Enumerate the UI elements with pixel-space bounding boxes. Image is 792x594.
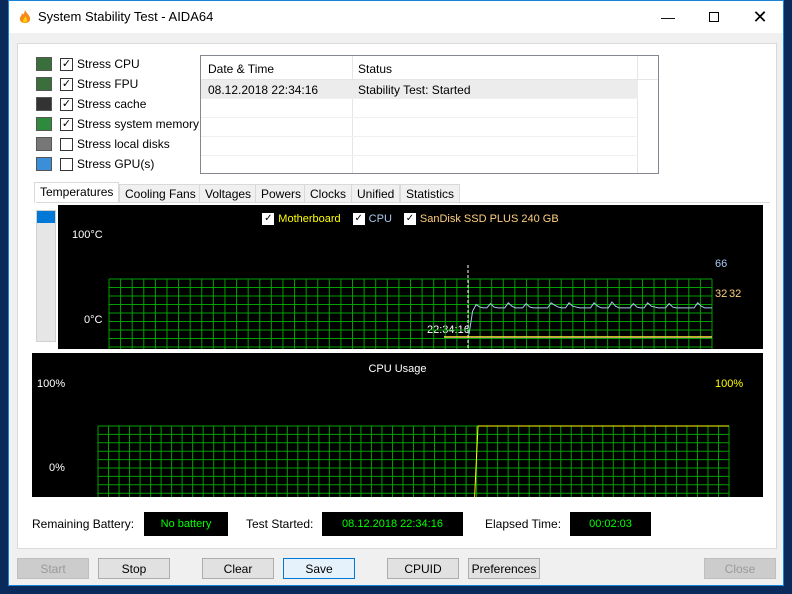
stress-option[interactable]: Stress local disks — [36, 134, 170, 154]
battery-value: No battery — [144, 512, 228, 536]
maximize-icon — [709, 12, 719, 22]
stress-checkbox[interactable] — [60, 137, 73, 151]
log-datetime: 08.12.2018 22:34:16 — [208, 83, 319, 97]
temperature-scrollbar[interactable] — [36, 210, 56, 342]
maximize-button[interactable] — [691, 1, 737, 33]
legend-label: SanDisk SSD PLUS 240 GB — [419, 213, 559, 225]
window-title: System Stability Test - AIDA64 — [38, 9, 214, 24]
test-started-value: 08.12.2018 22:34:16 — [322, 512, 463, 536]
scrollbar-thumb[interactable] — [37, 211, 55, 223]
title-bar[interactable]: System Stability Test - AIDA64 — ✕ — [9, 1, 783, 33]
cpu-series-line — [468, 301, 712, 335]
legend-checkbox[interactable]: ✓ — [403, 213, 416, 225]
y-top-label: 100% — [37, 378, 66, 390]
stress-checkbox[interactable]: ✓ — [60, 97, 73, 111]
temperature-chart: ✓ Motherboard ✓ CPU ✓ SanDisk SSD PLUS 240 GB… — [58, 205, 763, 349]
cpu-current-value: 66 — [715, 258, 728, 270]
stress-option[interactable]: ✓ Stress CPU — [36, 54, 140, 74]
tab-powers[interactable]: Powers — [255, 184, 308, 203]
log-header: Date & Time Status — [201, 56, 658, 80]
save-button[interactable]: Save — [283, 558, 355, 579]
motherboard-current-value: 32 — [715, 288, 728, 300]
gpu-icon — [36, 157, 52, 171]
tab-unified[interactable]: Unified — [351, 184, 401, 203]
close-window-button[interactable]: ✕ — [737, 1, 783, 33]
stress-option[interactable]: ✓ Stress cache — [36, 94, 146, 114]
flame-icon — [19, 10, 31, 23]
disk-icon — [36, 137, 52, 151]
battery-label: Remaining Battery: — [32, 517, 135, 531]
log-row[interactable]: 08.12.2018 22:34:16 Stability Test: Star… — [201, 80, 638, 99]
tab-temperatures[interactable]: Temperatures — [34, 182, 120, 203]
cpu-usage-series-line — [474, 425, 729, 497]
close-icon: ✕ — [752, 6, 768, 27]
stress-label: Stress FPU — [77, 77, 139, 91]
cpuid-button[interactable]: CPUID — [387, 558, 459, 579]
test-started-label: Test Started: — [246, 517, 314, 531]
minimize-button[interactable]: — — [645, 1, 691, 33]
stress-label: Stress CPU — [77, 57, 140, 71]
main-panel: ✓ Stress CPU ✓ Stress FPU ✓ Stress cache ✓ Stre… — [17, 43, 777, 549]
stress-label: Stress GPU(s) — [77, 157, 155, 171]
stability-test-window: System Stability Test - AIDA64 — ✕ ✓ Stre… — [8, 0, 784, 586]
fpu-icon — [36, 77, 52, 91]
stress-option[interactable]: Stress GPU(s) — [36, 154, 154, 174]
column-header-status[interactable]: Status — [358, 62, 393, 76]
cpu-usage-chart: CPU Usage 100% 0% 100% — [32, 353, 763, 497]
cpu-usage-title: CPU Usage — [368, 363, 427, 375]
elapsed-time-label: Elapsed Time: — [485, 517, 562, 531]
column-header-datetime[interactable]: Date & Time — [208, 62, 275, 76]
tab-clocks[interactable]: Clocks — [304, 184, 353, 203]
tab-statistics[interactable]: Statistics — [400, 184, 461, 203]
log-status: Stability Test: Started — [358, 83, 471, 97]
memory-icon — [36, 117, 52, 131]
preferences-button[interactable]: Preferences — [468, 558, 540, 579]
legend-label: CPU — [368, 213, 392, 225]
legend-item[interactable]: ✓ SanDisk SSD PLUS 240 GB — [403, 213, 559, 225]
legend-item[interactable]: ✓ Motherboard — [262, 213, 341, 225]
cpu-icon — [36, 57, 52, 71]
start-button[interactable]: Start — [17, 558, 89, 579]
log-table: Date & Time Status 08.12.2018 22:34:16 S… — [200, 55, 659, 174]
stress-label: Stress local disks — [77, 137, 170, 151]
stress-checkbox[interactable]: ✓ — [60, 117, 73, 131]
cpu-usage-plot — [97, 425, 730, 497]
legend-label: Motherboard — [278, 213, 341, 225]
tab-voltages[interactable]: Voltages — [199, 184, 258, 203]
stress-option[interactable]: ✓ Stress system memory — [36, 114, 199, 134]
y-bottom-label: 0°C — [84, 314, 103, 326]
stress-checkbox[interactable]: ✓ — [60, 77, 73, 91]
temperature-plot — [108, 265, 713, 349]
legend-checkbox[interactable]: ✓ — [262, 213, 275, 225]
close-button[interactable]: Close — [704, 558, 776, 579]
cache-chip-icon — [36, 97, 52, 111]
minimize-icon: — — [661, 9, 675, 25]
legend-checkbox[interactable]: ✓ — [352, 213, 365, 225]
elapsed-time-value: 00:02:03 — [570, 512, 651, 536]
cpu-usage-current-value: 100% — [715, 378, 744, 390]
ssd-current-value: 32 — [729, 288, 742, 300]
y-top-label: 100°C — [72, 229, 103, 241]
stress-checkbox[interactable] — [60, 157, 73, 171]
stress-label: Stress system memory — [77, 117, 200, 131]
stress-option[interactable]: ✓ Stress FPU — [36, 74, 138, 94]
stress-label: Stress cache — [77, 97, 147, 111]
tab-cooling-fans[interactable]: Cooling Fans — [119, 184, 202, 203]
stress-checkbox[interactable]: ✓ — [60, 57, 73, 71]
clear-button[interactable]: Clear — [202, 558, 274, 579]
y-bottom-label: 0% — [49, 462, 65, 474]
legend-item[interactable]: ✓ CPU — [352, 213, 392, 225]
stop-button[interactable]: Stop — [98, 558, 170, 579]
